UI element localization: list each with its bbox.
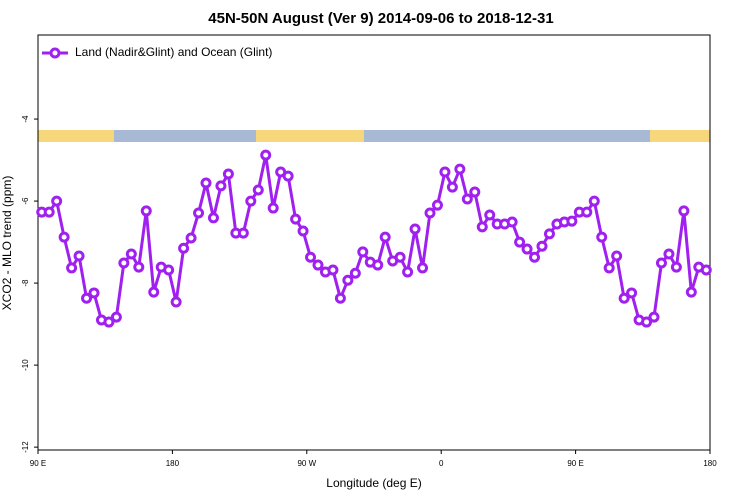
data-point [424, 207, 436, 219]
data-point [700, 264, 712, 276]
data-point [670, 261, 682, 273]
data-point [588, 195, 600, 207]
data-point [476, 221, 488, 233]
data-point [431, 199, 443, 211]
legend-label: Land (Nadir&Glint) and Ocean (Glint) [75, 45, 272, 59]
data-point [484, 209, 496, 221]
data-point [245, 195, 257, 207]
y-tick-label: -6 [21, 197, 30, 205]
data-point [297, 225, 309, 237]
data-point [178, 242, 190, 254]
y-tick-label: -10 [21, 359, 30, 371]
x-tick-label: 90 E [567, 459, 583, 468]
data-point [379, 231, 391, 243]
data-point [349, 267, 361, 279]
y-tick-label: -12 [21, 441, 30, 453]
y-tick-label: -4 [21, 115, 30, 123]
data-point [611, 250, 623, 262]
legend-marker [49, 47, 61, 59]
data-point [88, 287, 100, 299]
data-point [237, 227, 249, 239]
data-point [641, 316, 653, 328]
chart-title: 45N-50N August (Ver 9) 2014-09-06 to 201… [208, 10, 553, 27]
data-point [305, 251, 317, 263]
data-point [81, 292, 93, 304]
data-point [170, 296, 182, 308]
data-point [215, 180, 227, 192]
data-point [66, 262, 78, 274]
data-point [603, 262, 615, 274]
y-axis-label: XCO2 - MLO trend (ppm) [0, 176, 14, 311]
data-point [648, 311, 660, 323]
data-point [110, 311, 122, 323]
data-point [439, 166, 451, 178]
data-point [334, 292, 346, 304]
data-point [685, 286, 697, 298]
data-point [312, 259, 324, 271]
data-point [103, 316, 115, 328]
data-point [222, 168, 234, 180]
data-point [140, 205, 152, 217]
data-point [148, 286, 160, 298]
land-strip [650, 130, 710, 142]
data-point [58, 231, 70, 243]
data-point [678, 205, 690, 217]
data-point [163, 264, 175, 276]
data-point [626, 287, 638, 299]
ocean-strip [38, 130, 710, 142]
data-point [409, 223, 421, 235]
data-point [618, 292, 630, 304]
data-point [43, 206, 55, 218]
data-point [282, 170, 294, 182]
data-point [327, 264, 339, 276]
data-point [200, 177, 212, 189]
data-point [260, 149, 272, 161]
data-point [342, 274, 354, 286]
data-point [461, 193, 473, 205]
data-point [357, 246, 369, 258]
data-point [454, 163, 466, 175]
data-point [193, 207, 205, 219]
data-point [51, 195, 63, 207]
data-point [514, 236, 526, 248]
x-tick-label: 180 [166, 459, 180, 468]
data-point [207, 212, 219, 224]
x-tick-label: 0 [439, 459, 444, 468]
data-point [469, 186, 481, 198]
data-point [506, 216, 518, 228]
land-strip [256, 130, 364, 142]
data-point [521, 243, 533, 255]
data-point [73, 250, 85, 262]
data-point [372, 259, 384, 271]
data-point [290, 213, 302, 225]
data-point [402, 266, 414, 278]
data-point [536, 240, 548, 252]
data-point [655, 257, 667, 269]
y-tick-label: -8 [21, 279, 30, 287]
data-point [267, 202, 279, 214]
data-point [417, 262, 429, 274]
land-strip [38, 130, 114, 142]
data-point [566, 215, 578, 227]
x-axis-label: Longitude (deg E) [326, 476, 421, 490]
map-strip [38, 130, 710, 142]
legend: Land (Nadir&Glint) and Ocean (Glint) [42, 45, 272, 59]
data-point [252, 184, 264, 196]
data-point [125, 248, 137, 260]
data-point [529, 251, 541, 263]
plot-frame [37, 34, 711, 451]
data-point [543, 228, 555, 240]
x-tick-label: 180 [703, 459, 717, 468]
data-point [663, 248, 675, 260]
data-point [394, 251, 406, 263]
data-point [446, 181, 458, 193]
data-point [596, 231, 608, 243]
data-point [185, 232, 197, 244]
data-point [133, 261, 145, 273]
x-tick-label: 90 W [297, 459, 316, 468]
data-point [118, 257, 130, 269]
data-point [581, 206, 593, 218]
x-tick-label: 90 E [30, 459, 46, 468]
